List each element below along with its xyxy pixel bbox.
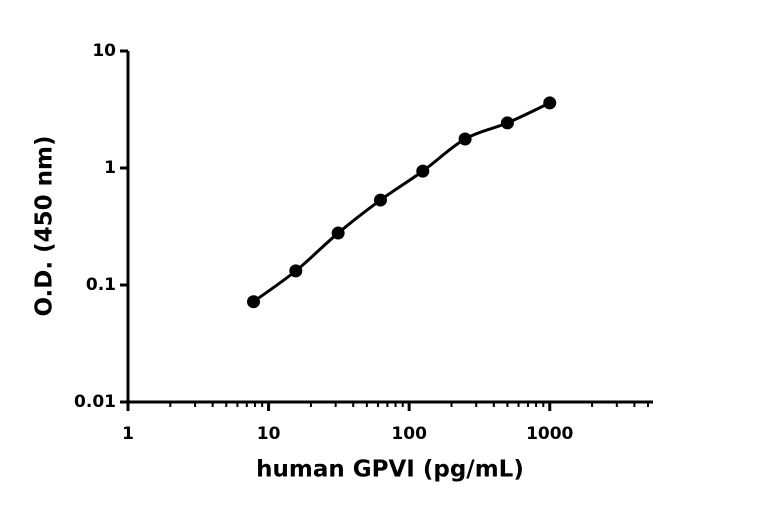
y-tick-label: 0.01 bbox=[74, 392, 116, 412]
x-tick-label: 1000 bbox=[526, 424, 573, 444]
data-point bbox=[543, 96, 557, 110]
data-point bbox=[331, 226, 345, 240]
x-tick-label: 10 bbox=[257, 424, 281, 444]
data-point bbox=[247, 295, 261, 309]
y-tick-label: 1 bbox=[104, 158, 116, 178]
y-axis-label: O.D. (450 nm) bbox=[32, 135, 58, 316]
x-axis-label: human GPVI (pg/mL) bbox=[256, 457, 524, 483]
y-tick-label: 0.1 bbox=[86, 275, 116, 295]
y-tick-label: 10 bbox=[92, 41, 116, 61]
data-point bbox=[500, 116, 514, 130]
x-tick-label: 100 bbox=[391, 424, 427, 444]
data-point bbox=[289, 264, 303, 278]
data-point bbox=[416, 164, 430, 178]
x-tick-label: 1 bbox=[122, 424, 134, 444]
data-point bbox=[373, 193, 387, 207]
data-point bbox=[458, 132, 472, 146]
